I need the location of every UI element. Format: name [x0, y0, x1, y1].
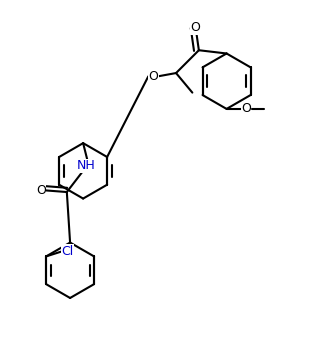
Text: Cl: Cl [61, 245, 73, 258]
Text: O: O [191, 21, 200, 34]
Text: O: O [241, 102, 251, 115]
Text: NH: NH [77, 159, 96, 173]
Text: O: O [36, 184, 46, 197]
Text: O: O [148, 70, 158, 83]
